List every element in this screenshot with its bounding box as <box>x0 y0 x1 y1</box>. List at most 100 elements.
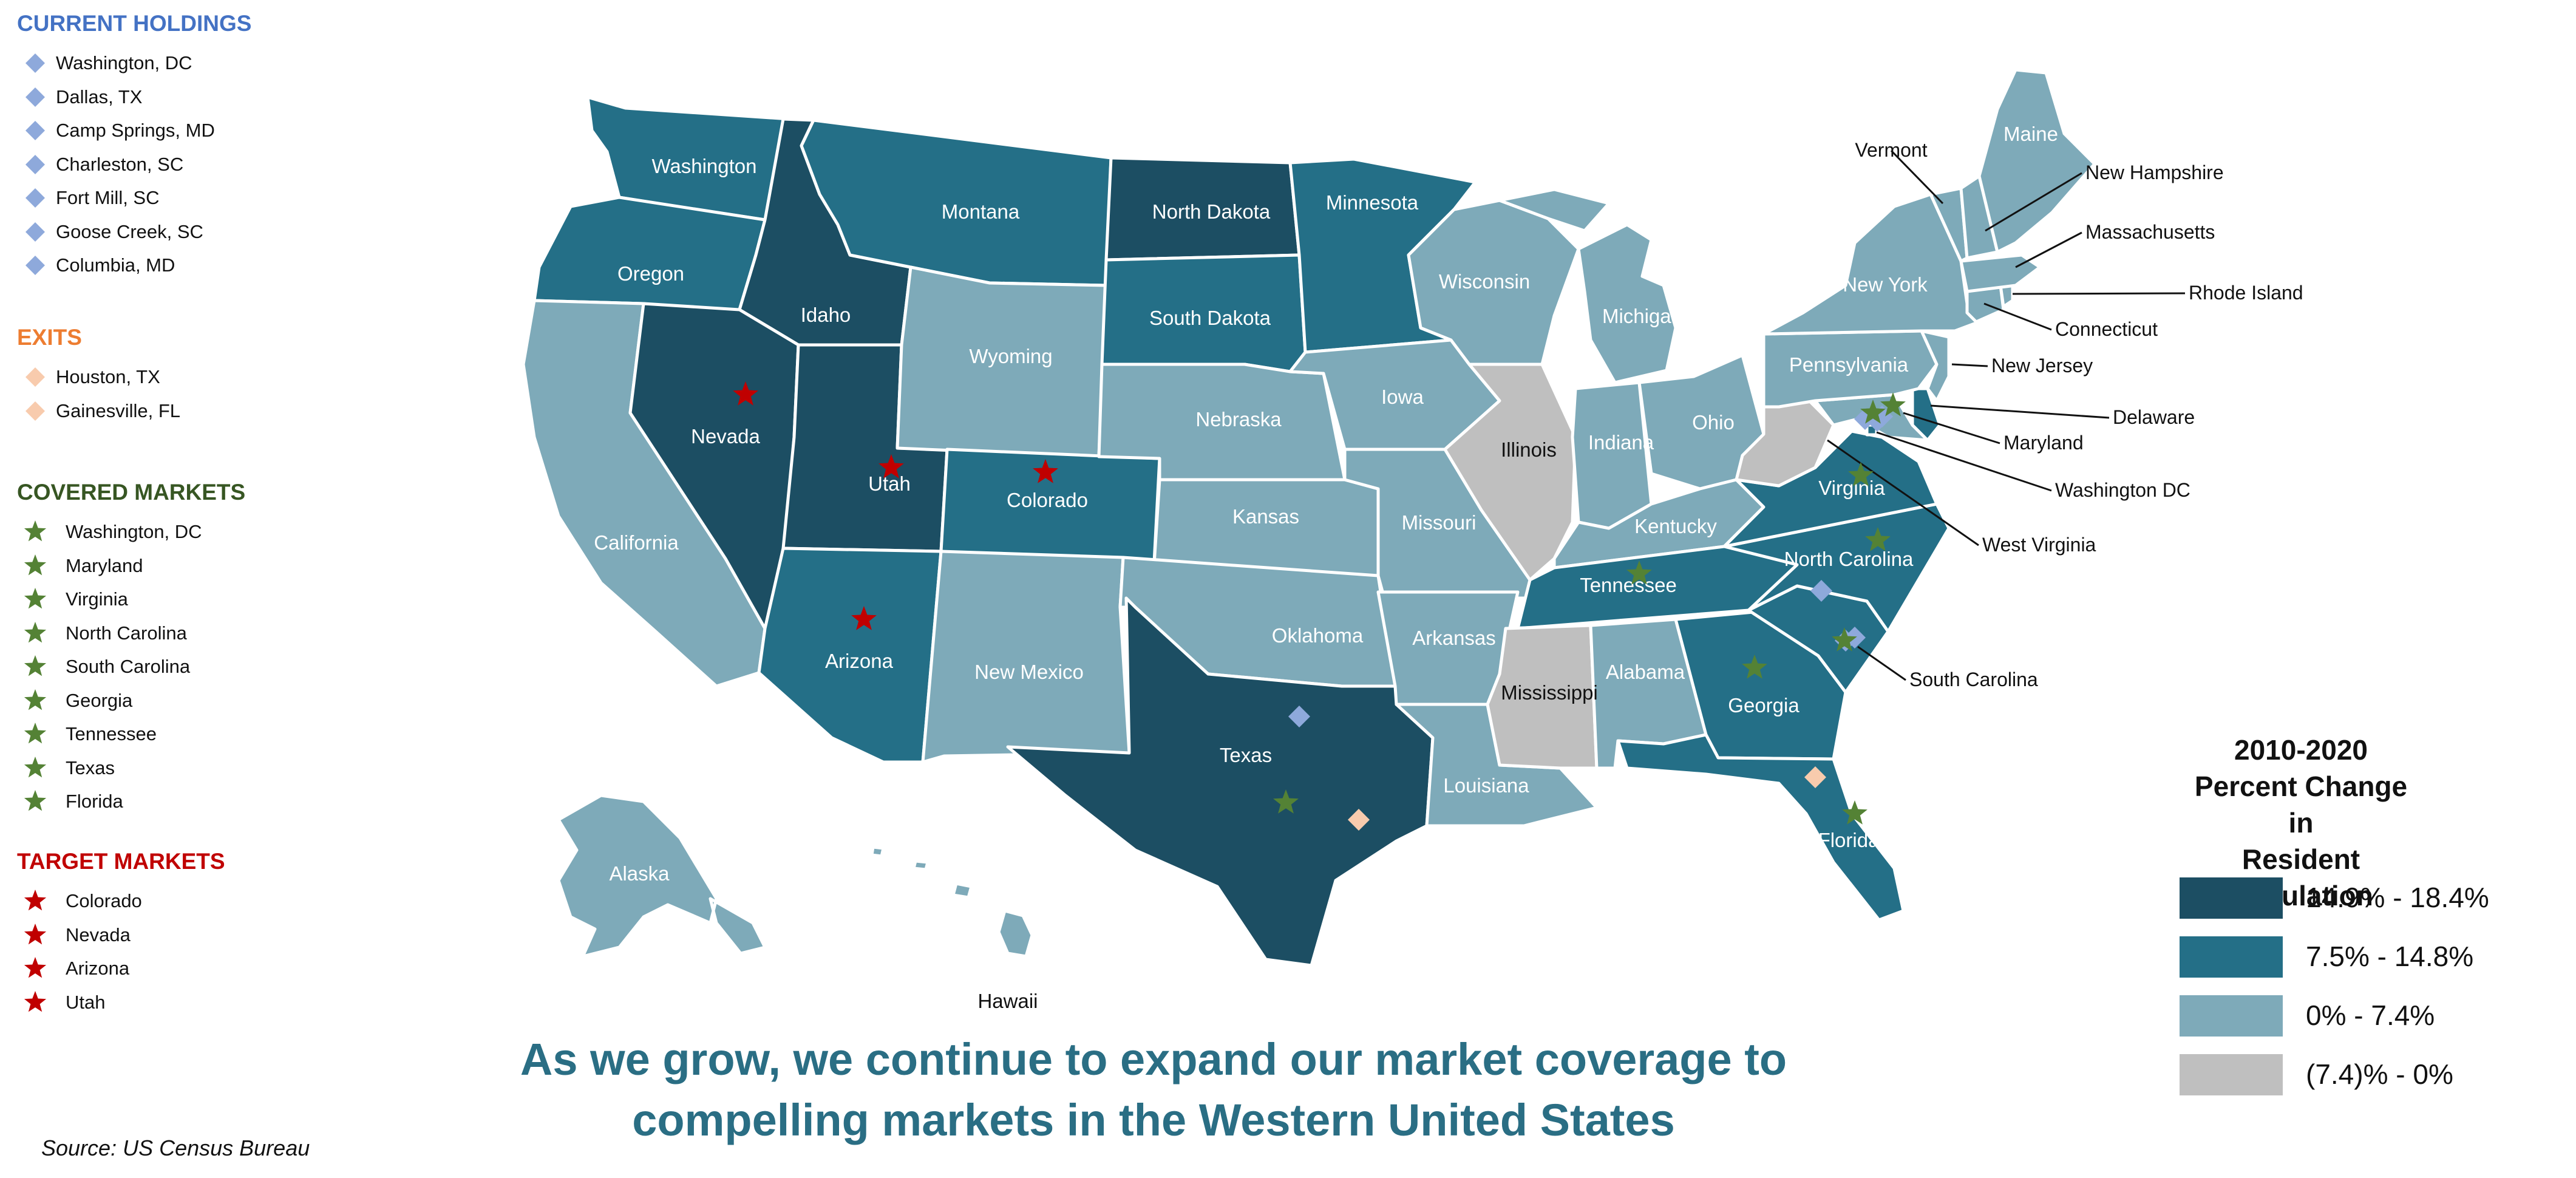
state-label-california: California <box>594 531 679 554</box>
state-label-oklahoma: Oklahoma <box>1272 624 1364 647</box>
callout-line <box>1890 149 1944 205</box>
diamond-marker-gainesville-fl[interactable] <box>1804 766 1826 788</box>
headline: As we grow, we continue to expand our ma… <box>425 1029 1882 1151</box>
scale-swatch <box>2180 936 2283 978</box>
state-label-hawaii: Hawaii <box>977 990 1038 1012</box>
callout-line <box>1983 302 2052 331</box>
legend-heading-target-markets: TARGET MARKETS <box>17 849 225 874</box>
state-new-mexico[interactable] <box>921 550 1131 764</box>
callout-line <box>2012 292 2186 295</box>
state-new-jersey[interactable] <box>1920 329 1951 403</box>
diamond-marker-houston-tx[interactable] <box>1348 809 1370 831</box>
state-label-michigan: Michigan <box>1602 305 1682 327</box>
state-label-kansas: Kansas <box>1232 505 1299 528</box>
state-label-illinois: Illinois <box>1501 438 1557 461</box>
callouts-layer <box>1827 149 2186 681</box>
legend-item: Gainesville, FL <box>56 400 181 421</box>
state-indiana[interactable] <box>1571 381 1653 530</box>
state-label-vermont: Vermont <box>1855 139 1927 161</box>
state-label-washington-dc: Washington DC <box>2055 479 2190 501</box>
callout-line <box>1930 404 2110 419</box>
star-marker-south-carolina[interactable] <box>1832 627 1857 652</box>
state-label-maine: Maine <box>2003 123 2058 145</box>
state-hawaii[interactable] <box>870 845 1034 958</box>
state-label-arizona: Arizona <box>825 650 894 672</box>
state-label-colorado: Colorado <box>1007 489 1088 511</box>
star-marker-virginia[interactable] <box>1848 462 1874 486</box>
scale-title-line: 2010-2020 <box>2234 734 2368 766</box>
state-illinois[interactable] <box>1443 363 1577 582</box>
legend-item: Nevada <box>66 924 131 945</box>
state-wisconsin[interactable] <box>1407 199 1580 366</box>
star-icon <box>24 621 47 642</box>
diamond-marker-dallas-tx[interactable] <box>1288 706 1310 727</box>
star-marker-nevada[interactable] <box>733 381 758 406</box>
star-marker-utah[interactable] <box>878 454 904 478</box>
callout-line <box>1876 431 2052 492</box>
state-label-west-virginia: West Virginia <box>1982 534 2096 556</box>
legend-heading-current-holdings: CURRENT HOLDINGS <box>17 11 252 36</box>
legend-item: Fort Mill, SC <box>56 187 160 208</box>
state-label-iowa: Iowa <box>1381 386 1424 408</box>
state-label-kentucky: Kentucky <box>1634 515 1717 537</box>
star-icon <box>24 756 47 777</box>
callout-line <box>1827 439 1979 546</box>
state-label-virginia: Virginia <box>1818 477 1885 499</box>
legend-item: Columbia, MD <box>56 254 175 276</box>
legend-item: Colorado <box>66 890 142 911</box>
state-label-new-hampshire: New Hampshire <box>2085 162 2224 183</box>
star-marker-colorado[interactable] <box>1033 459 1058 483</box>
state-delaware[interactable] <box>1911 387 1942 442</box>
state-label-alaska: Alaska <box>609 862 670 885</box>
legend-item: Houston, TX <box>56 366 160 387</box>
state-label-minnesota: Minnesota <box>1326 191 1419 214</box>
star-marker-texas[interactable] <box>1273 789 1299 814</box>
state-florida[interactable] <box>1616 733 1905 922</box>
state-label-mississippi: Mississippi <box>1501 681 1598 704</box>
star-marker-tennessee[interactable] <box>1626 560 1652 585</box>
state-alaska[interactable] <box>557 794 767 958</box>
diamond-marker-fort-mill-sc[interactable] <box>1810 580 1832 602</box>
state-label-tennessee: Tennessee <box>1580 574 1677 596</box>
star-marker-georgia[interactable] <box>1742 655 1767 679</box>
legend-item: South Carolina <box>66 656 191 677</box>
scale-title-line: Percent Change in <box>2194 771 2408 839</box>
state-label-alabama: Alabama <box>1606 661 1685 683</box>
scale-label: 14.9% - 18.4% <box>2306 882 2489 913</box>
star-icon <box>24 655 47 676</box>
state-label-texas: Texas <box>1220 744 1272 766</box>
state-label-missouri: Missouri <box>1402 511 1477 534</box>
star-icon <box>24 957 47 978</box>
state-label-new-jersey: New Jersey <box>1991 355 2093 376</box>
state-label-georgia: Georgia <box>1728 694 1799 717</box>
scale-swatch <box>2180 877 2283 919</box>
diamond-icon <box>25 222 45 242</box>
legend-item: Texas <box>66 757 115 778</box>
legend-item: Dallas, TX <box>56 86 143 107</box>
scale-label: 0% - 7.4% <box>2306 999 2435 1031</box>
legend-heading-exits: EXITS <box>17 325 82 350</box>
state-label-south-carolina: South Carolina <box>1909 669 2038 690</box>
state-label-louisiana: Louisiana <box>1443 774 1529 797</box>
state-oregon[interactable] <box>532 196 767 318</box>
state-label-wyoming: Wyoming <box>969 345 1052 367</box>
star-marker-north-carolina[interactable] <box>1865 527 1891 551</box>
state-label-arkansas: Arkansas <box>1412 627 1496 649</box>
callout-line <box>1951 363 1988 367</box>
headline-line: As we grow, we continue to expand our ma… <box>520 1034 1787 1084</box>
star-marker-florida[interactable] <box>1842 800 1867 825</box>
star-marker-washington-dc[interactable] <box>1880 392 1906 417</box>
state-texas[interactable] <box>1006 596 1435 967</box>
state-west-virginia[interactable] <box>1735 387 1835 488</box>
state-michigan[interactable] <box>1498 188 1677 384</box>
state-label-north-carolina: North Carolina <box>1784 548 1914 570</box>
legend-item: Camp Springs, MD <box>56 120 215 141</box>
state-label-indiana: Indiana <box>1588 431 1654 454</box>
star-marker-arizona[interactable] <box>851 606 877 630</box>
state-maine[interactable] <box>1977 68 2096 254</box>
star-icon <box>24 923 47 944</box>
star-marker-maryland[interactable] <box>1860 400 1886 424</box>
diamond-icon <box>25 121 45 140</box>
state-label-new-york: New York <box>1843 273 1928 296</box>
